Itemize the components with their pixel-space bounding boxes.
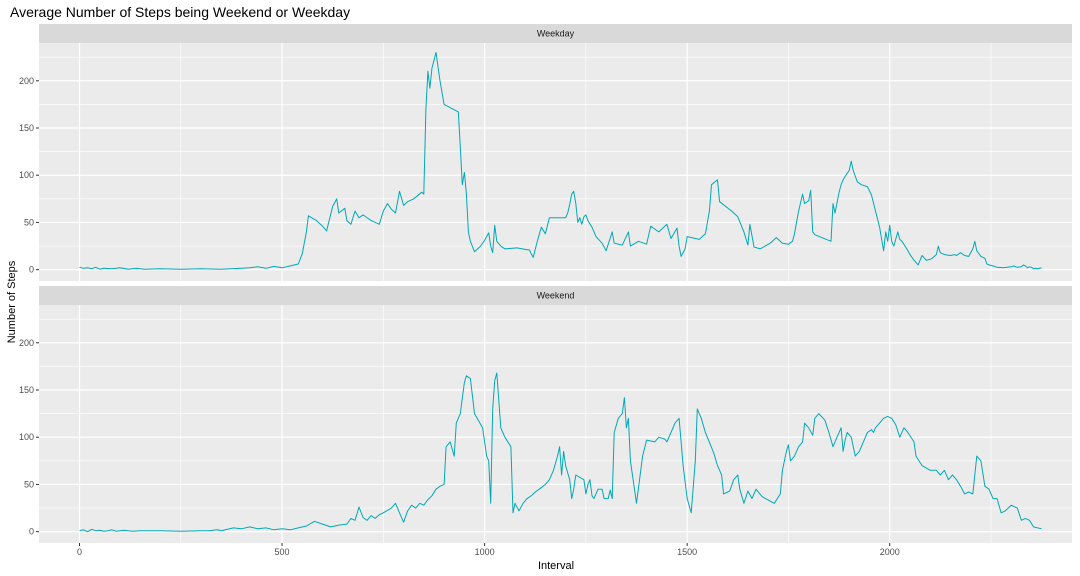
y-tick-label: 50 — [24, 479, 34, 489]
facet-weekday: Weekday 0 50 100 150 200 — [19, 24, 1072, 281]
x-axis-title: Interval — [538, 560, 574, 572]
y-axis-title: Number of Steps — [6, 260, 18, 343]
facet-strip-label: Weekday — [537, 29, 575, 39]
x-tick-label: 1500 — [677, 547, 697, 557]
facet-panels: Weekday 0 50 100 150 200 Weekend 0 50 100 150 200 — [19, 24, 1072, 543]
x-axis: 0 500 1000 1500 2000 — [77, 543, 900, 557]
facet-strip — [39, 24, 1072, 43]
x-tick-label: 1000 — [475, 547, 495, 557]
y-tick-label: 100 — [19, 432, 34, 442]
series-line-weekend — [79, 372, 1042, 533]
y-tick-label: 150 — [19, 123, 34, 133]
y-tick-label: 50 — [24, 217, 34, 227]
y-tick-label: 200 — [19, 76, 34, 86]
panel-background — [39, 305, 1072, 543]
panel-background — [39, 43, 1072, 281]
y-tick-label: 0 — [29, 265, 34, 275]
y-tick-label: 0 — [29, 527, 34, 537]
chart-title: Average Number of Steps being Weekend or… — [10, 4, 350, 20]
y-tick-label: 100 — [19, 170, 34, 180]
x-tick-label: 0 — [77, 547, 82, 557]
series-line-weekday — [79, 51, 1042, 270]
y-tick-label: 150 — [19, 385, 34, 395]
facet-strip-label: Weekend — [537, 291, 575, 301]
x-tick-label: 500 — [275, 547, 290, 557]
x-tick-label: 2000 — [880, 547, 900, 557]
facet-strip — [39, 286, 1072, 305]
y-tick-label: 200 — [19, 338, 34, 348]
facet-weekend: Weekend 0 50 100 150 200 — [19, 286, 1072, 543]
